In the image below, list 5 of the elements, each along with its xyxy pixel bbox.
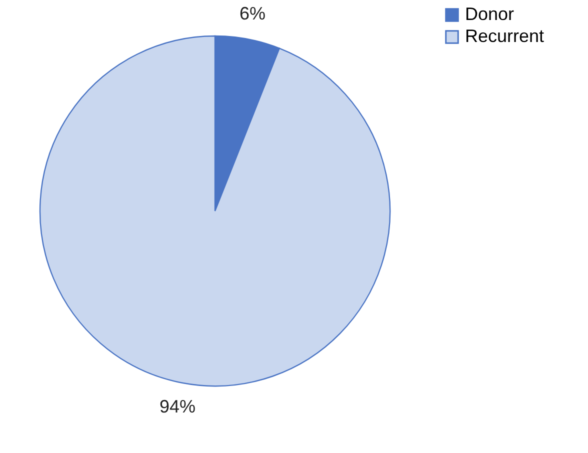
pie-slice — [39, 35, 390, 386]
legend-label: Recurrent — [465, 26, 544, 46]
legend-label: Donor — [465, 4, 514, 24]
data-label: 94% — [160, 396, 196, 416]
data-label: 6% — [239, 4, 266, 24]
